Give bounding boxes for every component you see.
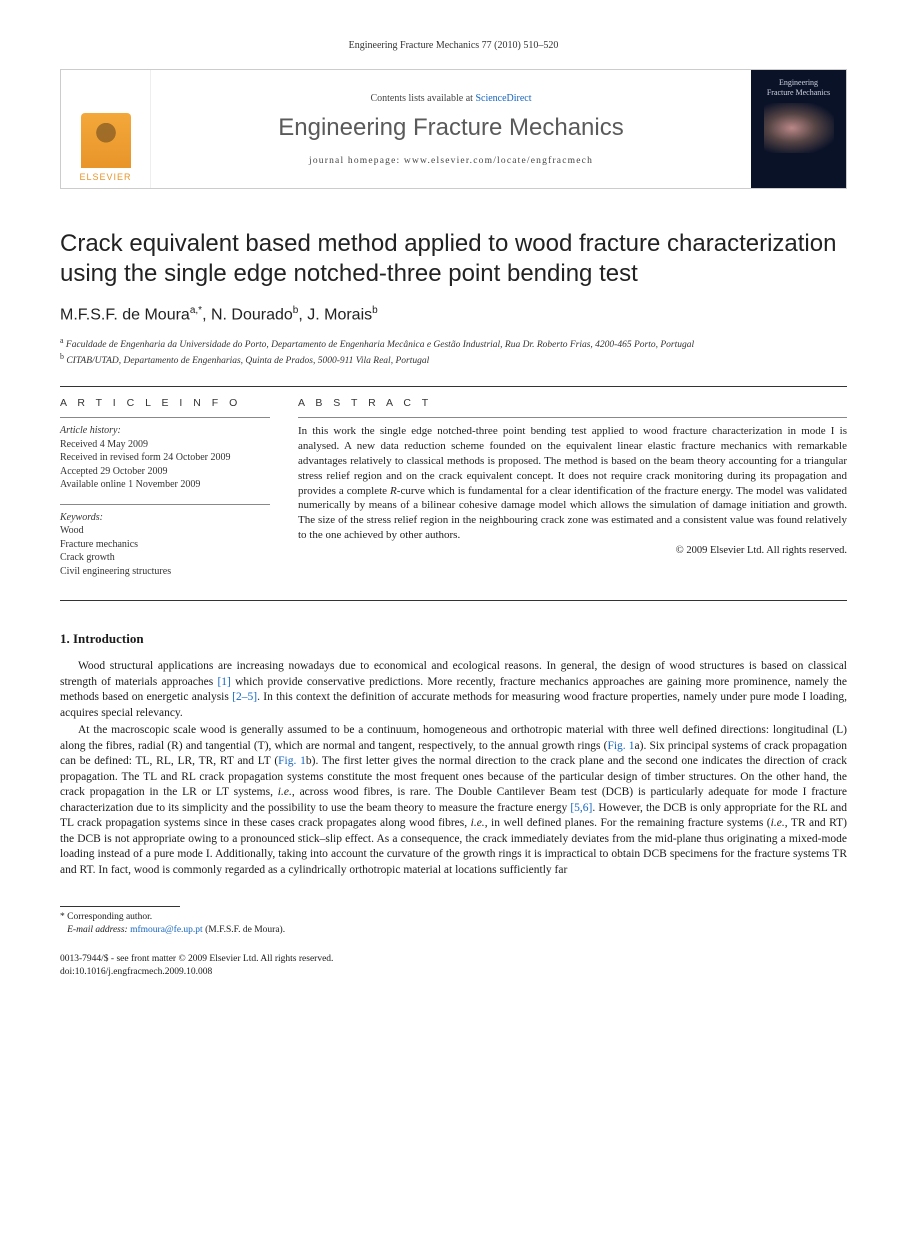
author-2-affil: b bbox=[293, 305, 299, 316]
date-accepted: Accepted 29 October 2009 bbox=[60, 465, 270, 479]
author-list: M.F.S.F. de Mouraa,*, N. Douradob, J. Mo… bbox=[60, 305, 847, 324]
article-title: Crack equivalent based method applied to… bbox=[60, 229, 847, 289]
author-2: N. Dourado bbox=[211, 306, 293, 323]
divider bbox=[60, 417, 270, 418]
journal-homepage[interactable]: journal homepage: www.elsevier.com/locat… bbox=[309, 156, 593, 166]
keywords-block: Keywords: Wood Fracture mechanics Crack … bbox=[60, 511, 270, 579]
footnote-divider bbox=[60, 906, 180, 907]
email-label: E-mail address: bbox=[67, 925, 128, 935]
ref-link[interactable]: [1] bbox=[217, 676, 230, 688]
section-1-heading: 1. Introduction bbox=[60, 631, 847, 647]
fig-link[interactable]: Fig. 1 bbox=[607, 740, 634, 752]
author-3-affil: b bbox=[372, 305, 378, 316]
abstract-label: A B S T R A C T bbox=[298, 397, 847, 409]
article-info-label: A R T I C L E I N F O bbox=[60, 397, 270, 409]
banner-center: Contents lists available at ScienceDirec… bbox=[151, 70, 751, 188]
keywords-heading: Keywords: bbox=[60, 511, 270, 525]
journal-banner: ELSEVIER Contents lists available at Sci… bbox=[60, 69, 847, 189]
keyword: Wood bbox=[60, 524, 270, 538]
date-received: Received 4 May 2009 bbox=[60, 438, 270, 452]
footer-block: 0013-7944/$ - see front matter © 2009 El… bbox=[60, 953, 847, 979]
date-online: Available online 1 November 2009 bbox=[60, 478, 270, 492]
doi-line: doi:10.1016/j.engfracmech.2009.10.008 bbox=[60, 966, 847, 979]
fig-link[interactable]: Fig. 1 bbox=[278, 755, 306, 767]
cover-image-icon bbox=[764, 103, 834, 153]
keyword: Civil engineering structures bbox=[60, 565, 270, 579]
contents-available-line: Contents lists available at ScienceDirec… bbox=[370, 93, 531, 104]
affiliation-a: a Faculdade de Engenharia da Universidad… bbox=[60, 336, 847, 352]
affiliation-a-text: Faculdade de Engenharia da Universidade … bbox=[66, 340, 694, 350]
author-1-affil: a,* bbox=[190, 305, 202, 316]
publisher-logo-block: ELSEVIER bbox=[61, 70, 151, 188]
history-heading: Article history: bbox=[60, 424, 270, 438]
email-link[interactable]: mfmoura@fe.up.pt bbox=[130, 925, 203, 935]
elsevier-tree-icon bbox=[81, 113, 131, 168]
journal-cover-thumb: Engineering Fracture Mechanics bbox=[751, 70, 846, 188]
publisher-name: ELSEVIER bbox=[79, 172, 131, 182]
abstract-text: In this work the single edge notched-thr… bbox=[298, 424, 847, 543]
text: , in well defined planes. For the remain… bbox=[485, 817, 771, 829]
ref-link[interactable]: [2–5] bbox=[232, 691, 257, 703]
article-info-column: A R T I C L E I N F O Article history: R… bbox=[60, 397, 270, 590]
affiliation-b-text: CITAB/UTAD, Departamento de Engenharias,… bbox=[66, 356, 429, 366]
author-3: J. Morais bbox=[307, 306, 372, 323]
intro-para-2: At the macroscopic scale wood is general… bbox=[60, 723, 847, 878]
date-revised: Received in revised form 24 October 2009 bbox=[60, 451, 270, 465]
keyword: Fracture mechanics bbox=[60, 538, 270, 552]
cover-title: Engineering Fracture Mechanics bbox=[767, 78, 830, 97]
corresponding-author: * Corresponding author. bbox=[60, 911, 847, 924]
email-person: (M.F.S.F. de Moura). bbox=[205, 925, 285, 935]
contents-prefix: Contents lists available at bbox=[370, 93, 475, 104]
keyword: Crack growth bbox=[60, 551, 270, 565]
italic-text: i.e. bbox=[771, 817, 785, 829]
abstract-copyright: © 2009 Elsevier Ltd. All rights reserved… bbox=[298, 545, 847, 556]
header-citation: Engineering Fracture Mechanics 77 (2010)… bbox=[60, 40, 847, 51]
affiliation-b: b CITAB/UTAD, Departamento de Engenharia… bbox=[60, 352, 847, 368]
divider bbox=[298, 417, 847, 418]
abstract-italic: R bbox=[390, 485, 397, 497]
cover-line1: Engineering bbox=[779, 78, 818, 87]
italic-text: i.e. bbox=[278, 786, 292, 798]
ref-link[interactable]: [5,6] bbox=[570, 802, 592, 814]
issn-line: 0013-7944/$ - see front matter © 2009 El… bbox=[60, 953, 847, 966]
journal-name: Engineering Fracture Mechanics bbox=[278, 114, 624, 142]
author-1: M.F.S.F. de Moura bbox=[60, 306, 190, 323]
cover-line2: Fracture Mechanics bbox=[767, 88, 830, 97]
divider bbox=[60, 504, 270, 505]
email-line: E-mail address: mfmoura@fe.up.pt (M.F.S.… bbox=[60, 924, 847, 937]
sciencedirect-link[interactable]: ScienceDirect bbox=[475, 93, 531, 104]
article-history: Article history: Received 4 May 2009 Rec… bbox=[60, 424, 270, 492]
divider bbox=[60, 386, 847, 387]
info-abstract-row: A R T I C L E I N F O Article history: R… bbox=[60, 397, 847, 590]
divider bbox=[60, 600, 847, 601]
footnotes: * Corresponding author. E-mail address: … bbox=[60, 911, 847, 937]
italic-text: i.e. bbox=[471, 817, 485, 829]
affiliations: a Faculdade de Engenharia da Universidad… bbox=[60, 336, 847, 368]
intro-para-1: Wood structural applications are increas… bbox=[60, 659, 847, 721]
abstract-column: A B S T R A C T In this work the single … bbox=[298, 397, 847, 590]
